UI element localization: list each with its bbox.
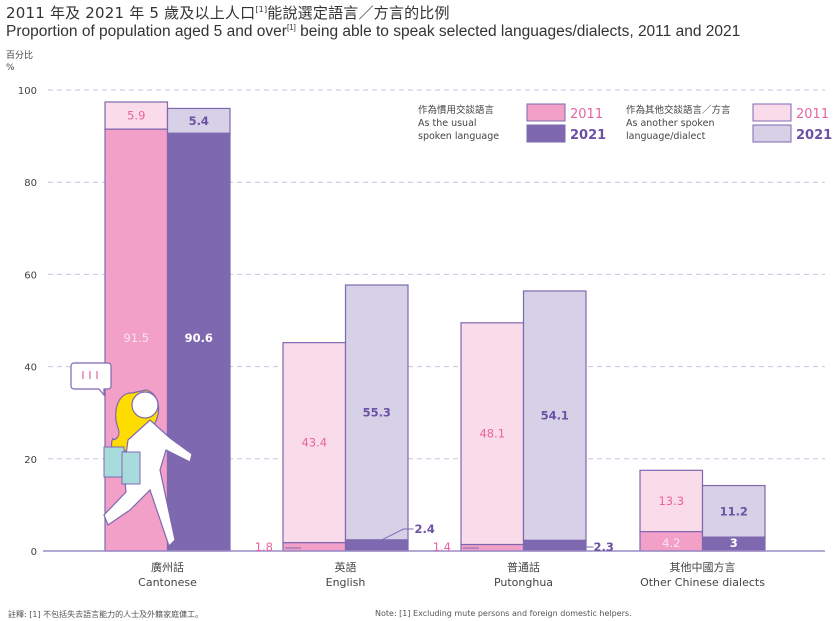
legend-usual-en-1: As the usual xyxy=(418,118,477,129)
footnote-en: Note: [1] Excluding mute persons and for… xyxy=(375,609,632,618)
title-footnote-ref: [1] xyxy=(255,5,268,14)
data-label-usual-2011: 1.8 xyxy=(255,540,273,554)
legend-year-2021: 2021 xyxy=(570,128,606,143)
bar-usual-2021 xyxy=(522,539,587,552)
y-tick-label: 60 xyxy=(24,270,37,281)
category-labels: 廣州話 Cantonese 英語 English 普通話 Putonghua 其他中國方言 O… xyxy=(138,560,765,589)
data-label-usual-2011: 1.4 xyxy=(433,540,451,554)
legend: 作為慣用交談語言 As the usual spoken language 20… xyxy=(418,103,832,143)
y-tick-label: 40 xyxy=(24,363,37,374)
data-label-another-2011: 5.9 xyxy=(127,109,145,123)
legend-swatch-usual-2021 xyxy=(526,124,566,143)
data-label-another-2021: 11.2 xyxy=(720,504,748,518)
bar-another-2021 xyxy=(522,290,587,541)
legend-year-2011: 2011 xyxy=(570,107,603,122)
title-zh-tail: 能說選定語言／方言的比例 xyxy=(267,4,450,22)
legend-usual-zh: 作為慣用交談語言 xyxy=(418,104,495,116)
speech-bubble-icon xyxy=(70,362,112,397)
category-label-zh: 廣州話 xyxy=(151,560,184,574)
chart-title-en: Proportion of population aged 5 and over… xyxy=(6,23,740,41)
y-axis-unit: 百分比% xyxy=(6,50,33,74)
legend-swatch-another-2021 xyxy=(752,124,792,143)
title-en-text: Proportion of population aged 5 and over xyxy=(6,23,287,41)
data-label-usual-2021: 3 xyxy=(730,536,738,550)
legend-swatch-usual-2011 xyxy=(526,103,566,122)
footnote-zh: 註釋: [1] 不包括失去語言能力的人士及外籍家庭傭工。 xyxy=(8,610,204,619)
legend-swatch-another-2011 xyxy=(752,103,792,122)
y-tick-label: 100 xyxy=(18,86,37,97)
title-en-tail: being able to speak selected languages/d… xyxy=(295,23,741,41)
girl-illustration xyxy=(70,362,193,548)
bar-another-2011 xyxy=(460,322,525,546)
legend-another-zh: 作為其他交談語言／方言 xyxy=(626,104,731,116)
category-label-en: Cantonese xyxy=(138,576,197,589)
data-labels: 5.9 91.5 5.4 90.6 43.4 1.8 55.3 2.4 48.1 1.4 54.1 2… xyxy=(123,109,747,554)
bar-usual-2021 xyxy=(344,539,409,552)
data-label-another-2011: 48.1 xyxy=(479,427,505,441)
data-label-another-2021: 5.4 xyxy=(189,114,209,128)
bars xyxy=(104,101,766,552)
category-label-en: Putonghua xyxy=(494,576,553,589)
unit-en: % xyxy=(6,63,15,73)
data-label-another-2011: 13.3 xyxy=(658,494,684,508)
data-label-another-2011: 43.4 xyxy=(301,436,327,450)
legend-year-2011-b: 2011 xyxy=(796,107,829,122)
data-label-usual-2021: 2.4 xyxy=(415,522,435,536)
leader-line xyxy=(367,528,414,548)
bar-another-2011 xyxy=(282,342,347,544)
category-label-en: English xyxy=(326,576,366,589)
bar-another-2021 xyxy=(344,284,409,541)
category-label-zh: 英語 xyxy=(335,560,357,574)
data-label-usual-2011: 4.2 xyxy=(662,536,680,550)
chart-title-zh: 2011 年及 2021 年 5 歲及以上人口[1]能說選定語言／方言的比例 xyxy=(6,2,450,23)
legend-another-en-1: As another spoken xyxy=(626,118,714,129)
data-label-usual-2011: 91.5 xyxy=(123,331,149,345)
data-label-usual-2021: 2.3 xyxy=(594,540,614,554)
bar-another-2011 xyxy=(639,469,704,533)
legend-another-en-2: language/dialect xyxy=(626,131,706,142)
data-label-another-2021: 55.3 xyxy=(363,405,391,419)
category-label-zh: 其他中國方言 xyxy=(670,560,736,574)
data-label-usual-2021: 90.6 xyxy=(185,331,213,345)
bar-another-2021 xyxy=(701,484,766,538)
legend-usual-en-2: spoken language xyxy=(418,131,499,142)
data-label-another-2021: 54.1 xyxy=(541,409,569,423)
title-footnote-ref: [1] xyxy=(286,23,296,32)
bar-usual-2011 xyxy=(282,542,347,552)
unit-zh: 百分比 xyxy=(6,51,34,61)
category-label-en: Other Chinese dialects xyxy=(640,576,765,589)
legend-year-2021-b: 2021 xyxy=(796,128,832,143)
title-zh-text: 2011 年及 2021 年 5 歲及以上人口 xyxy=(6,4,256,22)
y-tick-label: 20 xyxy=(24,455,37,466)
y-tick-label: 80 xyxy=(24,178,37,189)
category-label-zh: 普通話 xyxy=(507,560,540,574)
y-tick-label: 0 xyxy=(31,547,37,558)
